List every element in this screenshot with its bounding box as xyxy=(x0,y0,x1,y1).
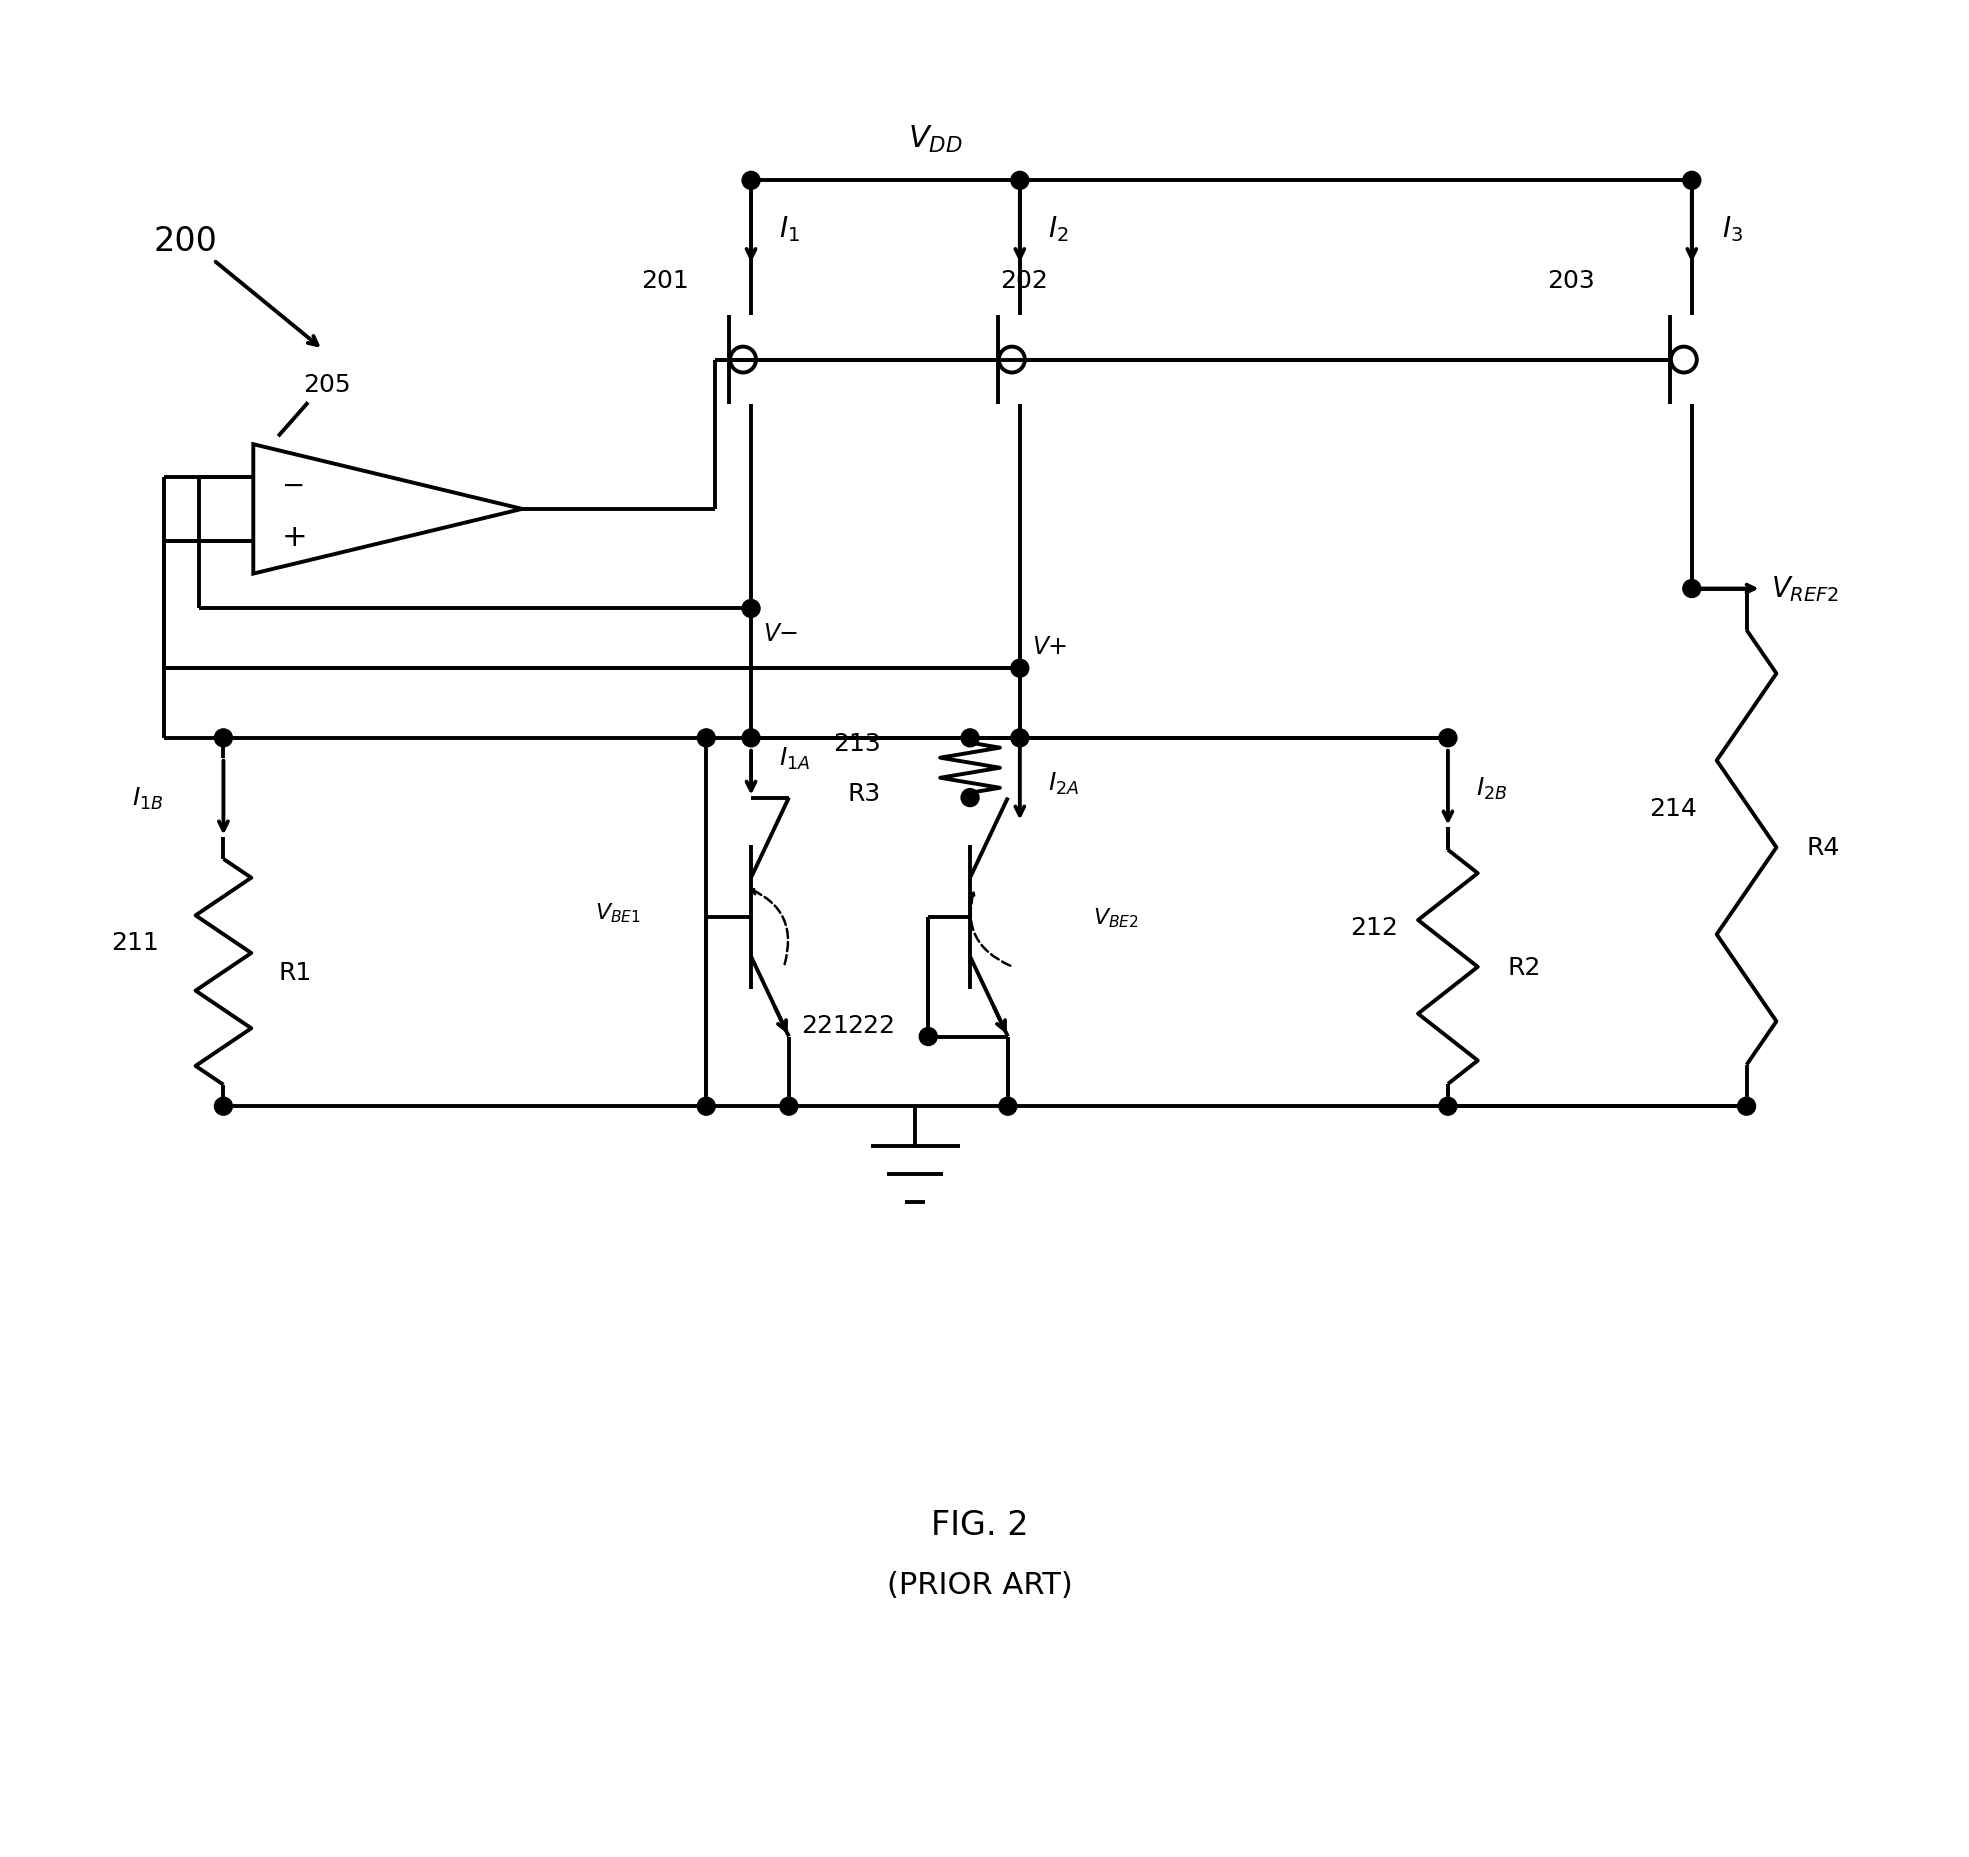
Text: (PRIOR ART): (PRIOR ART) xyxy=(888,1569,1073,1599)
Circle shape xyxy=(742,173,760,189)
Text: 200: 200 xyxy=(154,225,219,258)
Text: 212: 212 xyxy=(1351,916,1398,940)
Circle shape xyxy=(920,1029,937,1045)
Text: R1: R1 xyxy=(278,960,311,984)
Circle shape xyxy=(961,730,979,747)
Text: $V_{BE1}$: $V_{BE1}$ xyxy=(595,901,642,925)
Text: $V_{BE2}$: $V_{BE2}$ xyxy=(1093,906,1138,928)
Text: 201: 201 xyxy=(642,269,689,293)
Circle shape xyxy=(1010,173,1028,189)
Circle shape xyxy=(742,600,760,618)
Circle shape xyxy=(1737,1097,1756,1116)
Circle shape xyxy=(1439,730,1457,747)
Text: $I_{2A}$: $I_{2A}$ xyxy=(1048,771,1079,797)
Circle shape xyxy=(780,1097,797,1116)
Text: $V_{DD}$: $V_{DD}$ xyxy=(908,124,963,154)
Circle shape xyxy=(998,1097,1016,1116)
Text: 221: 221 xyxy=(801,1014,849,1036)
Text: $I_{1B}$: $I_{1B}$ xyxy=(132,786,163,812)
Circle shape xyxy=(961,789,979,808)
Text: $I_{1A}$: $I_{1A}$ xyxy=(780,745,809,771)
Text: 213: 213 xyxy=(833,732,880,756)
Text: $I_1$: $I_1$ xyxy=(780,214,799,243)
Text: FIG. 2: FIG. 2 xyxy=(931,1508,1030,1541)
Circle shape xyxy=(1439,1097,1457,1116)
Text: 205: 205 xyxy=(303,373,350,397)
Text: R4: R4 xyxy=(1806,836,1839,860)
Text: $I_3$: $I_3$ xyxy=(1721,214,1743,243)
Text: $+$: $+$ xyxy=(282,524,305,552)
Circle shape xyxy=(215,730,232,747)
Circle shape xyxy=(697,730,715,747)
Circle shape xyxy=(1683,579,1701,598)
Text: R3: R3 xyxy=(847,782,880,806)
Circle shape xyxy=(1010,730,1028,747)
Text: 203: 203 xyxy=(1548,269,1595,293)
Text: V+: V+ xyxy=(1032,635,1067,659)
Text: 214: 214 xyxy=(1648,797,1697,821)
Circle shape xyxy=(1010,659,1028,678)
Text: $I_{2B}$: $I_{2B}$ xyxy=(1477,774,1506,802)
Text: 211: 211 xyxy=(110,930,159,954)
Circle shape xyxy=(215,1097,232,1116)
Text: 222: 222 xyxy=(847,1014,896,1036)
Circle shape xyxy=(1683,173,1701,189)
Text: R2: R2 xyxy=(1508,954,1542,979)
Text: $-$: $-$ xyxy=(282,470,303,500)
Text: $V_{REF2}$: $V_{REF2}$ xyxy=(1772,574,1839,604)
Text: $I_2$: $I_2$ xyxy=(1048,214,1069,243)
Circle shape xyxy=(742,730,760,747)
Circle shape xyxy=(697,1097,715,1116)
Text: 202: 202 xyxy=(1000,269,1048,293)
Text: V−: V− xyxy=(764,622,799,646)
